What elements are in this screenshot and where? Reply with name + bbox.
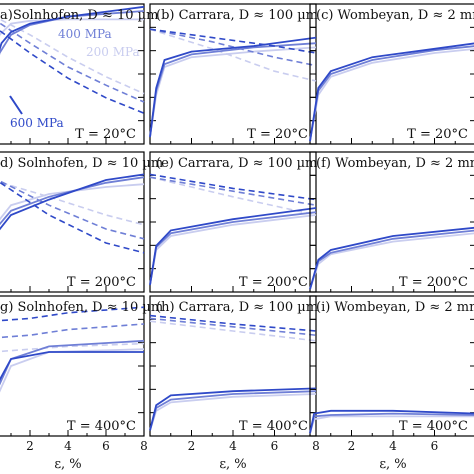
panel-temp-i: T = 400°C — [399, 419, 468, 434]
series-g-200-dashed — [0, 342, 145, 353]
series-g-400-dashed — [0, 323, 145, 339]
annotation-leader-600 — [9, 95, 23, 115]
panel-frame-c — [309, 3, 474, 145]
panel-temp-g: T = 400°C — [67, 419, 136, 434]
panel-frame-b — [149, 3, 317, 145]
xtick-label-h-6: 6 — [271, 439, 279, 453]
series-f-600-solid — [309, 226, 474, 290]
xlabel-i: ε, % — [379, 457, 406, 472]
panel-temp-a: T = 20°C — [75, 127, 136, 142]
series-c-600-solid — [309, 42, 474, 142]
xlabel-g: ε, % — [54, 457, 81, 472]
series-d-600-dashed — [0, 181, 145, 254]
xtick-label-g-4: 4 — [64, 439, 72, 453]
series-a-600-dashed — [0, 29, 145, 114]
series-e-200-dashed — [149, 176, 317, 216]
panel-temp-e: T = 200°C — [239, 275, 308, 290]
panel-title-b: (b) Carrara, D ≈ 100 µm — [156, 8, 318, 23]
series-h-600-solid — [149, 387, 317, 431]
series-b-400-dashed — [149, 28, 317, 67]
panel-frame-g — [0, 295, 145, 437]
xtick-label-i-2: 2 — [348, 439, 356, 453]
series-d-400-solid — [0, 176, 145, 226]
panel-temp-c: T = 20°C — [407, 127, 468, 142]
series-b-200-dashed — [149, 28, 317, 82]
series-h-200-dashed — [149, 320, 317, 342]
panel-title-h: (h) Carrara, D ≈ 100 µm — [156, 300, 318, 315]
xlabel-h: ε, % — [219, 457, 246, 472]
panel-title-f: (f) Wombeyan, D ≈ 2 mm — [316, 156, 474, 171]
xtick-label-g-2: 2 — [26, 439, 34, 453]
series-d-400-dashed — [0, 180, 145, 240]
panel-frame-d — [0, 151, 145, 293]
series-b-600-dashed — [149, 28, 317, 54]
panel-title-g: g) Solnhofen, D ≈ 10 µm — [0, 300, 163, 315]
series-g-600-dashed — [0, 306, 145, 322]
panel-frame-h — [149, 295, 317, 437]
panel-title-d: d) Solnhofen, D ≈ 10 µm — [0, 156, 163, 171]
series-h-400-dashed — [149, 317, 317, 336]
series-e-400-dashed — [149, 176, 317, 206]
series-b-600-solid — [149, 36, 317, 138]
series-g-400-solid — [0, 339, 145, 386]
series-d-600-solid — [0, 173, 145, 231]
xtick-label-g-8: 8 — [140, 439, 148, 453]
panel-frame-f — [309, 151, 474, 293]
xtick-label-g-6: 6 — [102, 439, 110, 453]
xtick-label-h-8: 8 — [312, 439, 320, 453]
series-e-600-dashed — [149, 173, 317, 201]
series-a-200-dashed — [0, 18, 145, 95]
series-a-600-solid — [0, 5, 145, 52]
series-g-600-solid — [0, 351, 144, 382]
xtick-label-h-4: 4 — [229, 439, 237, 453]
series-a-200-solid — [0, 18, 144, 38]
xtick-label-i-6: 6 — [431, 439, 439, 453]
xtick-label-h-2: 2 — [188, 439, 196, 453]
series-i-600-solid — [309, 409, 474, 434]
panel-title-c: (c) Wombeyan, D ≈ 2 mm — [316, 8, 474, 23]
xtick-label-i-4: 4 — [389, 439, 397, 453]
series-h-600-dashed — [149, 314, 317, 332]
panel-title-i: (i) Wombeyan, D ≈ 2 mm — [316, 300, 474, 315]
series-g-200-solid — [0, 348, 145, 393]
panel-temp-d: T = 200°C — [67, 275, 136, 290]
panel-temp-h: T = 400°C — [239, 419, 308, 434]
annotation-a-2: 600 MPa — [10, 116, 64, 130]
panel-temp-b: T = 20°C — [247, 127, 308, 142]
panel-title-a: a)Solnhofen, D ≈ 10 µm — [0, 8, 158, 23]
series-d-200-solid — [0, 183, 145, 221]
panel-title-e: (e) Carrara, D ≈ 100 µm — [156, 156, 317, 171]
series-e-600-solid — [149, 207, 317, 286]
series-a-400-dashed — [0, 22, 145, 103]
annotation-a-1: 200 MPa — [86, 45, 140, 59]
annotation-a-0: 400 MPa — [58, 27, 112, 41]
panel-temp-f: T = 200°C — [399, 275, 468, 290]
